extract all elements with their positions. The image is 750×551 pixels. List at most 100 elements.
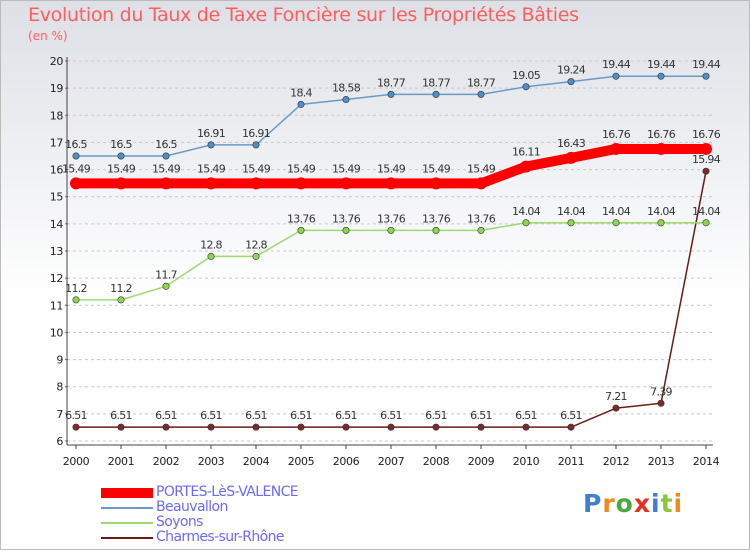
data-label-portes-l-s-valence: 16.11 [512, 146, 540, 159]
legend-label: Soyons [156, 514, 203, 530]
data-point-portes-l-s-valence [250, 177, 262, 190]
y-tick-label: 11 [50, 299, 63, 312]
data-label-portes-l-s-valence: 15.49 [467, 162, 496, 175]
data-label-charmes-sur-rh-ne: 6.51 [155, 409, 177, 422]
data-label-beauvallon: 16.5 [65, 138, 87, 151]
data-label-charmes-sur-rh-ne: 6.51 [560, 409, 582, 422]
x-tick-label: 2006 [333, 455, 360, 468]
data-point-beauvallon [387, 90, 395, 98]
y-tick-label: 15 [50, 191, 64, 204]
data-point-charmes-sur-rh-ne [477, 423, 485, 431]
legend-swatch [101, 536, 153, 539]
data-point-portes-l-s-valence [655, 142, 667, 155]
data-label-charmes-sur-rh-ne: 6.51 [200, 409, 222, 422]
data-label-portes-l-s-valence: 15.49 [62, 162, 91, 175]
data-label-beauvallon: 19.05 [512, 69, 541, 82]
data-label-soyons: 14.04 [557, 205, 586, 218]
y-tick-label: 19 [50, 82, 64, 95]
data-label-soyons: 11.2 [65, 282, 87, 295]
data-label-soyons: 11.7 [155, 268, 177, 281]
data-label-beauvallon: 18.77 [422, 76, 451, 89]
x-tick-label: 2011 [558, 455, 584, 468]
chart-title: Evolution du Taux de Taxe Foncière sur l… [28, 4, 579, 26]
data-label-beauvallon: 18.77 [467, 76, 496, 89]
data-point-portes-l-s-valence [340, 177, 352, 190]
y-tick-label: 9 [56, 354, 63, 367]
data-point-charmes-sur-rh-ne [117, 423, 125, 431]
legend-swatch [101, 521, 153, 524]
data-point-beauvallon [477, 90, 485, 98]
data-point-portes-l-s-valence [70, 177, 82, 190]
data-label-charmes-sur-rh-ne: 6.51 [515, 409, 537, 422]
data-label-beauvallon: 19.44 [647, 58, 676, 71]
legend-label: Beauvallon [156, 499, 228, 515]
data-point-soyons [297, 226, 305, 234]
data-label-charmes-sur-rh-ne: 7.21 [605, 390, 627, 403]
data-label-soyons: 14.04 [512, 205, 541, 218]
data-point-soyons [477, 226, 485, 234]
x-tick-label: 2000 [63, 455, 90, 468]
y-tick-labels: 6 7 8 9 10 11 12 13 14 15 16 17 18 19 20 [50, 55, 64, 448]
data-point-charmes-sur-rh-ne [297, 423, 305, 431]
data-point-beauvallon [72, 152, 80, 160]
data-labels-group: 6.51 6.51 6.51 6.51 6.51 6.51 6.51 6.51 6.51 6.51… [62, 58, 721, 422]
data-point-charmes-sur-rh-ne [657, 399, 665, 407]
x-tick-label: 2002 [153, 455, 179, 468]
proxiti-logo: Proxiti [583, 489, 683, 518]
legend-item-beauvallon: Beauvallon [101, 500, 298, 515]
series-line-soyons [75, 222, 707, 301]
data-label-soyons: 13.76 [467, 212, 496, 225]
data-label-beauvallon: 18.77 [377, 76, 406, 89]
x-tick-label: 2012 [603, 455, 629, 468]
data-label-charmes-sur-rh-ne: 6.51 [290, 409, 312, 422]
data-label-charmes-sur-rh-ne: 6.51 [470, 409, 492, 422]
legend-item-portes-l-s-valence: PORTES-LèS-VALENCE [101, 485, 299, 500]
data-point-charmes-sur-rh-ne [342, 423, 350, 431]
data-label-portes-l-s-valence: 15.49 [422, 162, 451, 175]
data-point-soyons [207, 252, 215, 260]
data-label-soyons: 14.04 [602, 205, 631, 218]
data-label-charmes-sur-rh-ne: 6.51 [110, 409, 132, 422]
legend-swatch [101, 487, 153, 498]
data-label-beauvallon: 19.24 [557, 64, 586, 77]
data-label-portes-l-s-valence: 16.76 [602, 128, 631, 141]
y-tick-label: 13 [50, 245, 64, 258]
data-point-soyons [72, 296, 80, 304]
data-label-beauvallon: 16.91 [197, 127, 225, 140]
data-point-soyons [432, 226, 440, 234]
x-tick-label: 2004 [243, 455, 270, 468]
data-point-soyons [612, 219, 620, 227]
axes [65, 57, 713, 449]
data-label-portes-l-s-valence: 15.49 [197, 162, 226, 175]
data-label-portes-l-s-valence: 16.76 [647, 128, 676, 141]
data-label-charmes-sur-rh-ne: 15.94 [692, 153, 721, 166]
data-label-portes-l-s-valence: 16.43 [557, 137, 586, 150]
data-label-portes-l-s-valence: 15.49 [377, 162, 406, 175]
grid-lines [67, 60, 713, 442]
data-point-charmes-sur-rh-ne [162, 423, 170, 431]
logo-letter: t [660, 489, 674, 518]
data-point-soyons [522, 219, 530, 227]
data-label-beauvallon: 18.4 [290, 86, 312, 99]
data-point-soyons [162, 282, 170, 290]
logo-letter: x [633, 489, 651, 518]
data-label-soyons: 13.76 [332, 212, 361, 225]
data-point-portes-l-s-valence [610, 142, 622, 155]
legend-item-soyons: Soyons [101, 515, 298, 530]
data-point-portes-l-s-valence [430, 177, 442, 190]
data-point-beauvallon [612, 72, 620, 80]
data-point-soyons [567, 219, 575, 227]
y-tick-label: 10 [50, 326, 64, 339]
y-tick-label: 12 [50, 272, 63, 285]
data-label-portes-l-s-valence: 15.49 [152, 162, 181, 175]
data-point-beauvallon [207, 141, 215, 149]
data-point-soyons [702, 219, 710, 227]
x-tick-labels: 2000 2001 2002 2003 2004 2005 2006 2007 2008 2009… [63, 455, 720, 468]
logo-letter: o [615, 489, 634, 518]
data-point-beauvallon [342, 96, 350, 104]
y-tick-label: 6 [56, 435, 63, 448]
data-point-charmes-sur-rh-ne [387, 423, 395, 431]
data-point-beauvallon [252, 141, 260, 149]
data-point-portes-l-s-valence [295, 177, 307, 190]
